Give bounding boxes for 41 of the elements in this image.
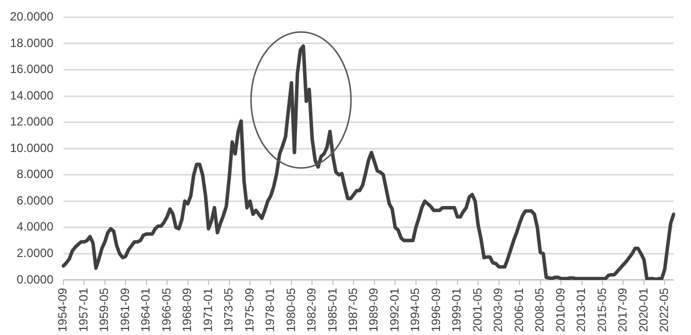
y-tick-label: 2.0000 [16,246,54,260]
x-tick-label: 2003-09 [491,288,506,332]
x-tick-label: 1994-05 [408,288,422,332]
x-tick-label: 1999-01 [450,288,464,332]
y-tick-label: 12.0000 [10,114,54,129]
x-tick-label: 1973-05 [222,288,236,332]
x-tick-label: 2006-01 [512,288,526,332]
x-tick-label: 2020-01 [636,288,650,332]
x-tick-label: 1957-01 [76,288,90,332]
x-tick-label: 1987-05 [346,288,360,332]
y-tick-label: 6.0000 [16,193,54,208]
x-tick-label: 1961-09 [118,288,132,332]
x-tick-label: 1966-05 [159,288,174,332]
x-tick-label: 2017-09 [616,288,630,332]
x-tick-label: 1992-01 [387,288,402,332]
x-tick-label: 1975-09 [242,288,256,332]
x-tick-label: 2022-05 [657,288,672,332]
y-tick-label: 18.0000 [10,36,54,50]
x-tick-label: 1985-01 [325,288,340,332]
y-tick-label: 8.0000 [16,167,54,182]
y-tick-label: 4.0000 [16,220,54,234]
x-tick-label: 2008-05 [532,288,547,332]
x-tick-label: 1968-09 [180,288,194,332]
x-tick-label: 1982-09 [304,288,319,332]
x-tick-label: 1980-05 [284,288,298,332]
x-tick-label: 2015-05 [594,288,609,332]
y-tick-label: 14.0000 [10,88,54,102]
x-tick-label: 2010-09 [553,288,568,332]
y-tick-label: 10.0000 [10,140,54,155]
x-tick-label: 2013-01 [574,288,588,332]
x-tick-label: 1978-01 [263,288,278,332]
y-tick-label: 16.0000 [10,62,54,76]
x-tick-label: 1964-01 [138,288,153,332]
x-tick-label: 1996-09 [428,288,443,332]
y-tick-label: 20.0000 [10,10,54,24]
y-tick-label: 0.0000 [16,272,54,286]
x-tick-label: 2001-05 [470,288,484,332]
x-tick-label: 1954-09 [56,288,70,332]
x-tick-label: 1989-09 [366,288,381,332]
x-tick-label: 1959-05 [97,288,112,332]
x-tick-label: 1971-01 [200,288,215,332]
